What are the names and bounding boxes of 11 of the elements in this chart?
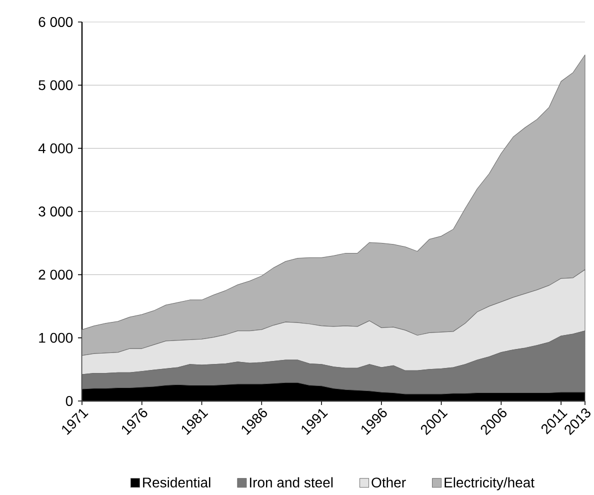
- legend-label: Iron and steel: [250, 477, 333, 488]
- y-tick-label: 1 000: [39, 332, 73, 343]
- legend-label: Electricity/heat: [444, 477, 534, 490]
- y-tick-label: 4 000: [38, 143, 73, 154]
- legend-label: Residential: [143, 477, 210, 488]
- y-tick-label: 2 000: [38, 270, 73, 280]
- y-tick-label: 6 000: [38, 17, 73, 27]
- legend-label: Other: [372, 477, 406, 488]
- y-tick-label: 0: [66, 396, 73, 406]
- y-tick-label: 3 000: [38, 206, 73, 216]
- y-tick-label: 5 000: [38, 80, 73, 90]
